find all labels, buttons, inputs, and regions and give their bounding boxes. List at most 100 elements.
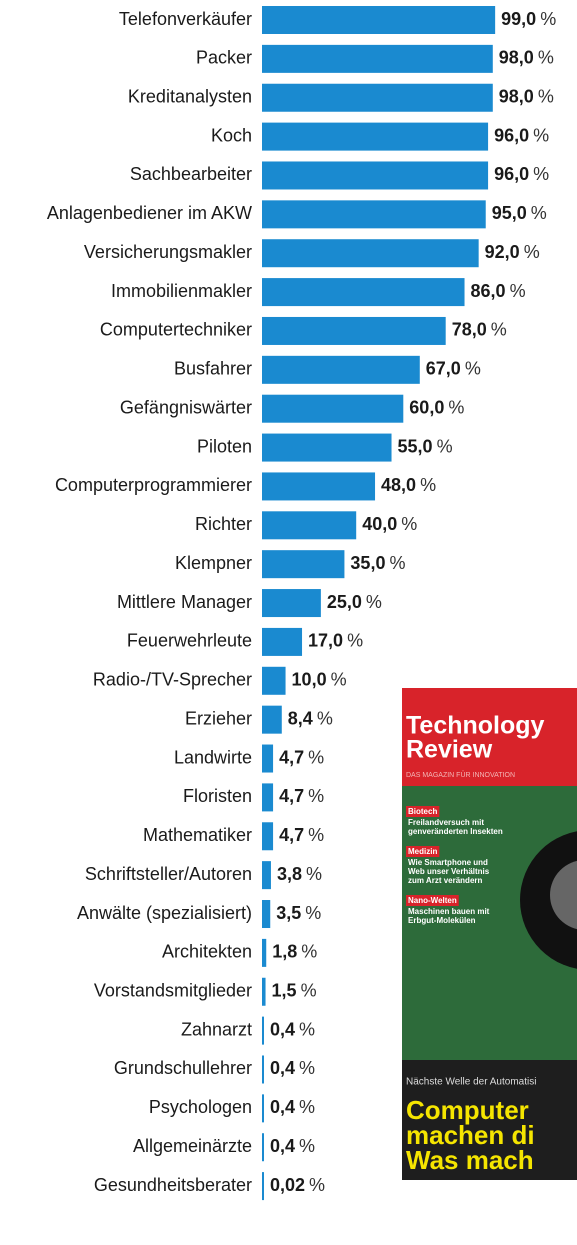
category-label: Radio-/TV-Sprecher (93, 670, 252, 690)
teaser-line: Erbgut-Molekülen (408, 916, 476, 925)
teaser-line: Web unser Verhältnis (408, 867, 490, 876)
bar (262, 44, 493, 73)
bar (262, 938, 267, 967)
bar (262, 83, 493, 112)
bar (262, 200, 486, 229)
value-unit: % (389, 553, 405, 573)
bar (262, 550, 345, 579)
category-label: Gesundheitsberater (94, 1175, 252, 1195)
value-label: 0,02 (270, 1175, 305, 1195)
cover-strap: Nächste Welle der Automatisi (406, 1077, 536, 1088)
value-label: 98,0 (499, 86, 534, 106)
value-label: 17,0 (308, 631, 343, 651)
bar (262, 394, 404, 423)
cover-headline: Computer (406, 1095, 529, 1125)
kicker-box (406, 806, 440, 817)
value-label: 67,0 (426, 359, 461, 379)
value-unit: % (533, 125, 549, 145)
cover-title: Technology (406, 712, 545, 740)
teaser-line: Maschinen bauen mit (408, 907, 490, 916)
value-unit: % (540, 9, 556, 29)
cover-headline: machen di (406, 1120, 535, 1150)
value-unit: % (299, 1136, 315, 1156)
value-label: 10,0 (292, 670, 327, 690)
category-label: Landwirte (174, 747, 252, 767)
value-unit: % (533, 164, 549, 184)
value-unit: % (301, 981, 317, 1001)
teaser-line: Freilandversuch mit (408, 818, 484, 827)
bar (262, 627, 303, 656)
category-label: Anlagenbediener im AKW (47, 203, 252, 223)
value-label: 40,0 (362, 514, 397, 534)
bar (262, 1094, 264, 1123)
bar (262, 900, 271, 929)
value-label: 0,4 (270, 1058, 295, 1078)
category-label: Mathematiker (143, 825, 252, 845)
teaser-line: zum Arzt verändern (408, 876, 483, 885)
category-label: Koch (211, 125, 252, 145)
cover-title: Review (406, 736, 493, 764)
value-unit: % (448, 397, 464, 417)
value-label: 60,0 (409, 397, 444, 417)
value-unit: % (309, 1175, 325, 1195)
value-unit: % (299, 1019, 315, 1039)
value-label: 4,7 (279, 786, 304, 806)
teaser-kicker: Medizin (408, 847, 437, 856)
bar (262, 433, 392, 462)
category-label: Telefonverkäufer (119, 9, 252, 29)
value-label: 25,0 (327, 592, 362, 612)
bar (262, 355, 420, 384)
value-unit: % (306, 864, 322, 884)
value-label: 86,0 (471, 281, 506, 301)
value-unit: % (538, 86, 554, 106)
cover-header (402, 688, 577, 786)
category-label: Computertechniker (100, 320, 252, 340)
category-label: Gefängniswärter (120, 397, 252, 417)
teaser-kicker: Biotech (408, 807, 437, 816)
teaser-line: genveränderten Insekten (408, 827, 503, 836)
value-label: 4,7 (279, 747, 304, 767)
bar (262, 744, 274, 773)
cover-robot-eye (550, 860, 577, 930)
category-label: Busfahrer (174, 359, 252, 379)
category-label: Versicherungsmakler (84, 242, 252, 262)
value-unit: % (531, 203, 547, 223)
value-unit: % (308, 825, 324, 845)
category-label: Anwälte (spezialisiert) (77, 903, 252, 923)
value-unit: % (401, 514, 417, 534)
category-label: Sachbearbeiter (130, 164, 252, 184)
value-label: 3,8 (277, 864, 302, 884)
value-label: 55,0 (398, 436, 433, 456)
bar (262, 122, 489, 151)
teaser-line: Wie Smartphone und (408, 858, 488, 867)
value-label: 1,5 (272, 981, 297, 1001)
category-label: Immobilienmakler (111, 281, 252, 301)
bar (262, 161, 489, 190)
category-label: Schriftsteller/Autoren (85, 864, 252, 884)
value-unit: % (317, 708, 333, 728)
value-unit: % (308, 747, 324, 767)
bar (262, 977, 266, 1006)
kicker-box (406, 846, 440, 857)
value-label: 95,0 (492, 203, 527, 223)
kicker-box (406, 895, 459, 906)
category-label: Mittlere Manager (117, 592, 252, 612)
value-unit: % (465, 359, 481, 379)
value-unit: % (301, 942, 317, 962)
value-label: 0,4 (270, 1136, 295, 1156)
value-label: 8,4 (288, 708, 313, 728)
value-label: 96,0 (494, 164, 529, 184)
value-unit: % (510, 281, 526, 301)
value-unit: % (420, 475, 436, 495)
category-label: Packer (196, 48, 252, 68)
bar (262, 861, 271, 890)
value-label: 0,4 (270, 1097, 295, 1117)
bar (262, 1172, 264, 1201)
teaser-kicker: Nano-Welten (408, 896, 457, 905)
category-label: Psychologen (149, 1097, 252, 1117)
bar (262, 822, 274, 851)
value-unit: % (305, 903, 321, 923)
bar (262, 1055, 264, 1084)
category-label: Vorstandsmitglieder (94, 981, 252, 1001)
